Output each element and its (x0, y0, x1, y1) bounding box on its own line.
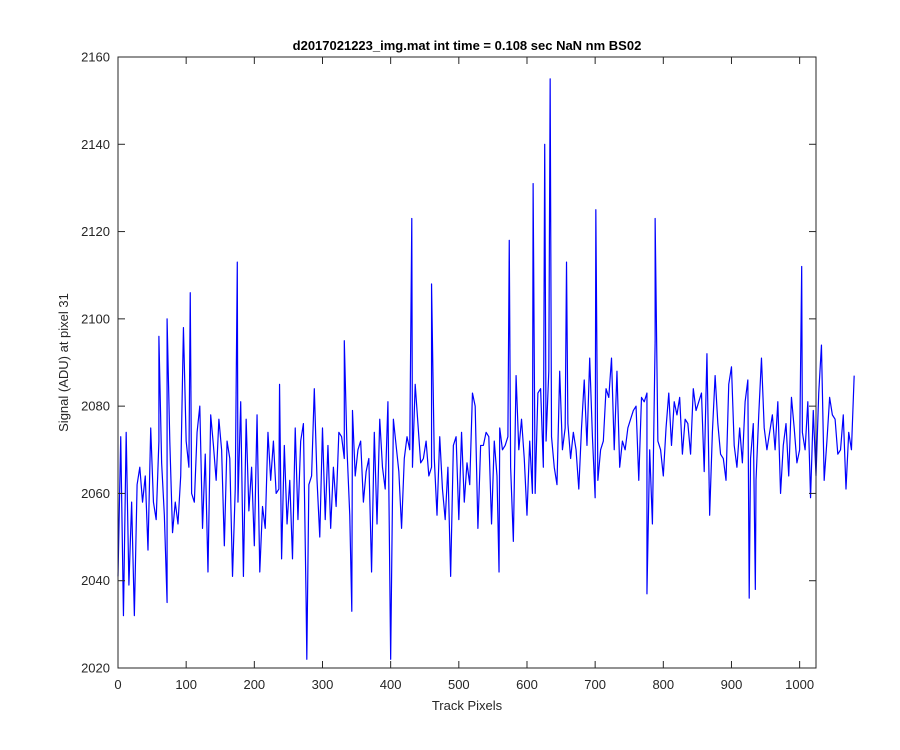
axes-background (118, 57, 816, 668)
plot-area (117, 78, 855, 660)
x-tick-label: 900 (721, 677, 743, 692)
chart-title: d2017021223_img.mat int time = 0.108 sec… (293, 38, 642, 53)
x-tick-label: 0 (114, 677, 121, 692)
series-line (117, 78, 855, 660)
y-tick-label: 2060 (81, 486, 110, 501)
x-tick-label: 700 (584, 677, 606, 692)
x-tick-label: 1000 (785, 677, 814, 692)
y-tick-label: 2020 (81, 661, 110, 676)
x-tick-label: 200 (243, 677, 265, 692)
x-tick-label: 800 (652, 677, 674, 692)
y-tick-label: 2040 (81, 573, 110, 588)
y-tick-label: 2080 (81, 399, 110, 414)
y-tick-label: 2140 (81, 137, 110, 152)
y-axis-label: Signal (ADU) at pixel 31 (56, 293, 71, 432)
x-tick-label: 300 (312, 677, 334, 692)
y-tick-label: 2160 (81, 50, 110, 65)
axis-ticks: 0 100 200 300 400 500 600 700 800 900 1000 2020 2040… (81, 50, 816, 692)
x-tick-label: 400 (380, 677, 402, 692)
x-tick-label: 100 (175, 677, 197, 692)
y-tick-label: 2100 (81, 311, 110, 326)
y-tick-label: 2120 (81, 224, 110, 239)
x-tick-label: 500 (448, 677, 470, 692)
x-axis-label: Track Pixels (432, 698, 503, 713)
x-tick-label: 600 (516, 677, 538, 692)
axes-box (117, 56, 817, 669)
